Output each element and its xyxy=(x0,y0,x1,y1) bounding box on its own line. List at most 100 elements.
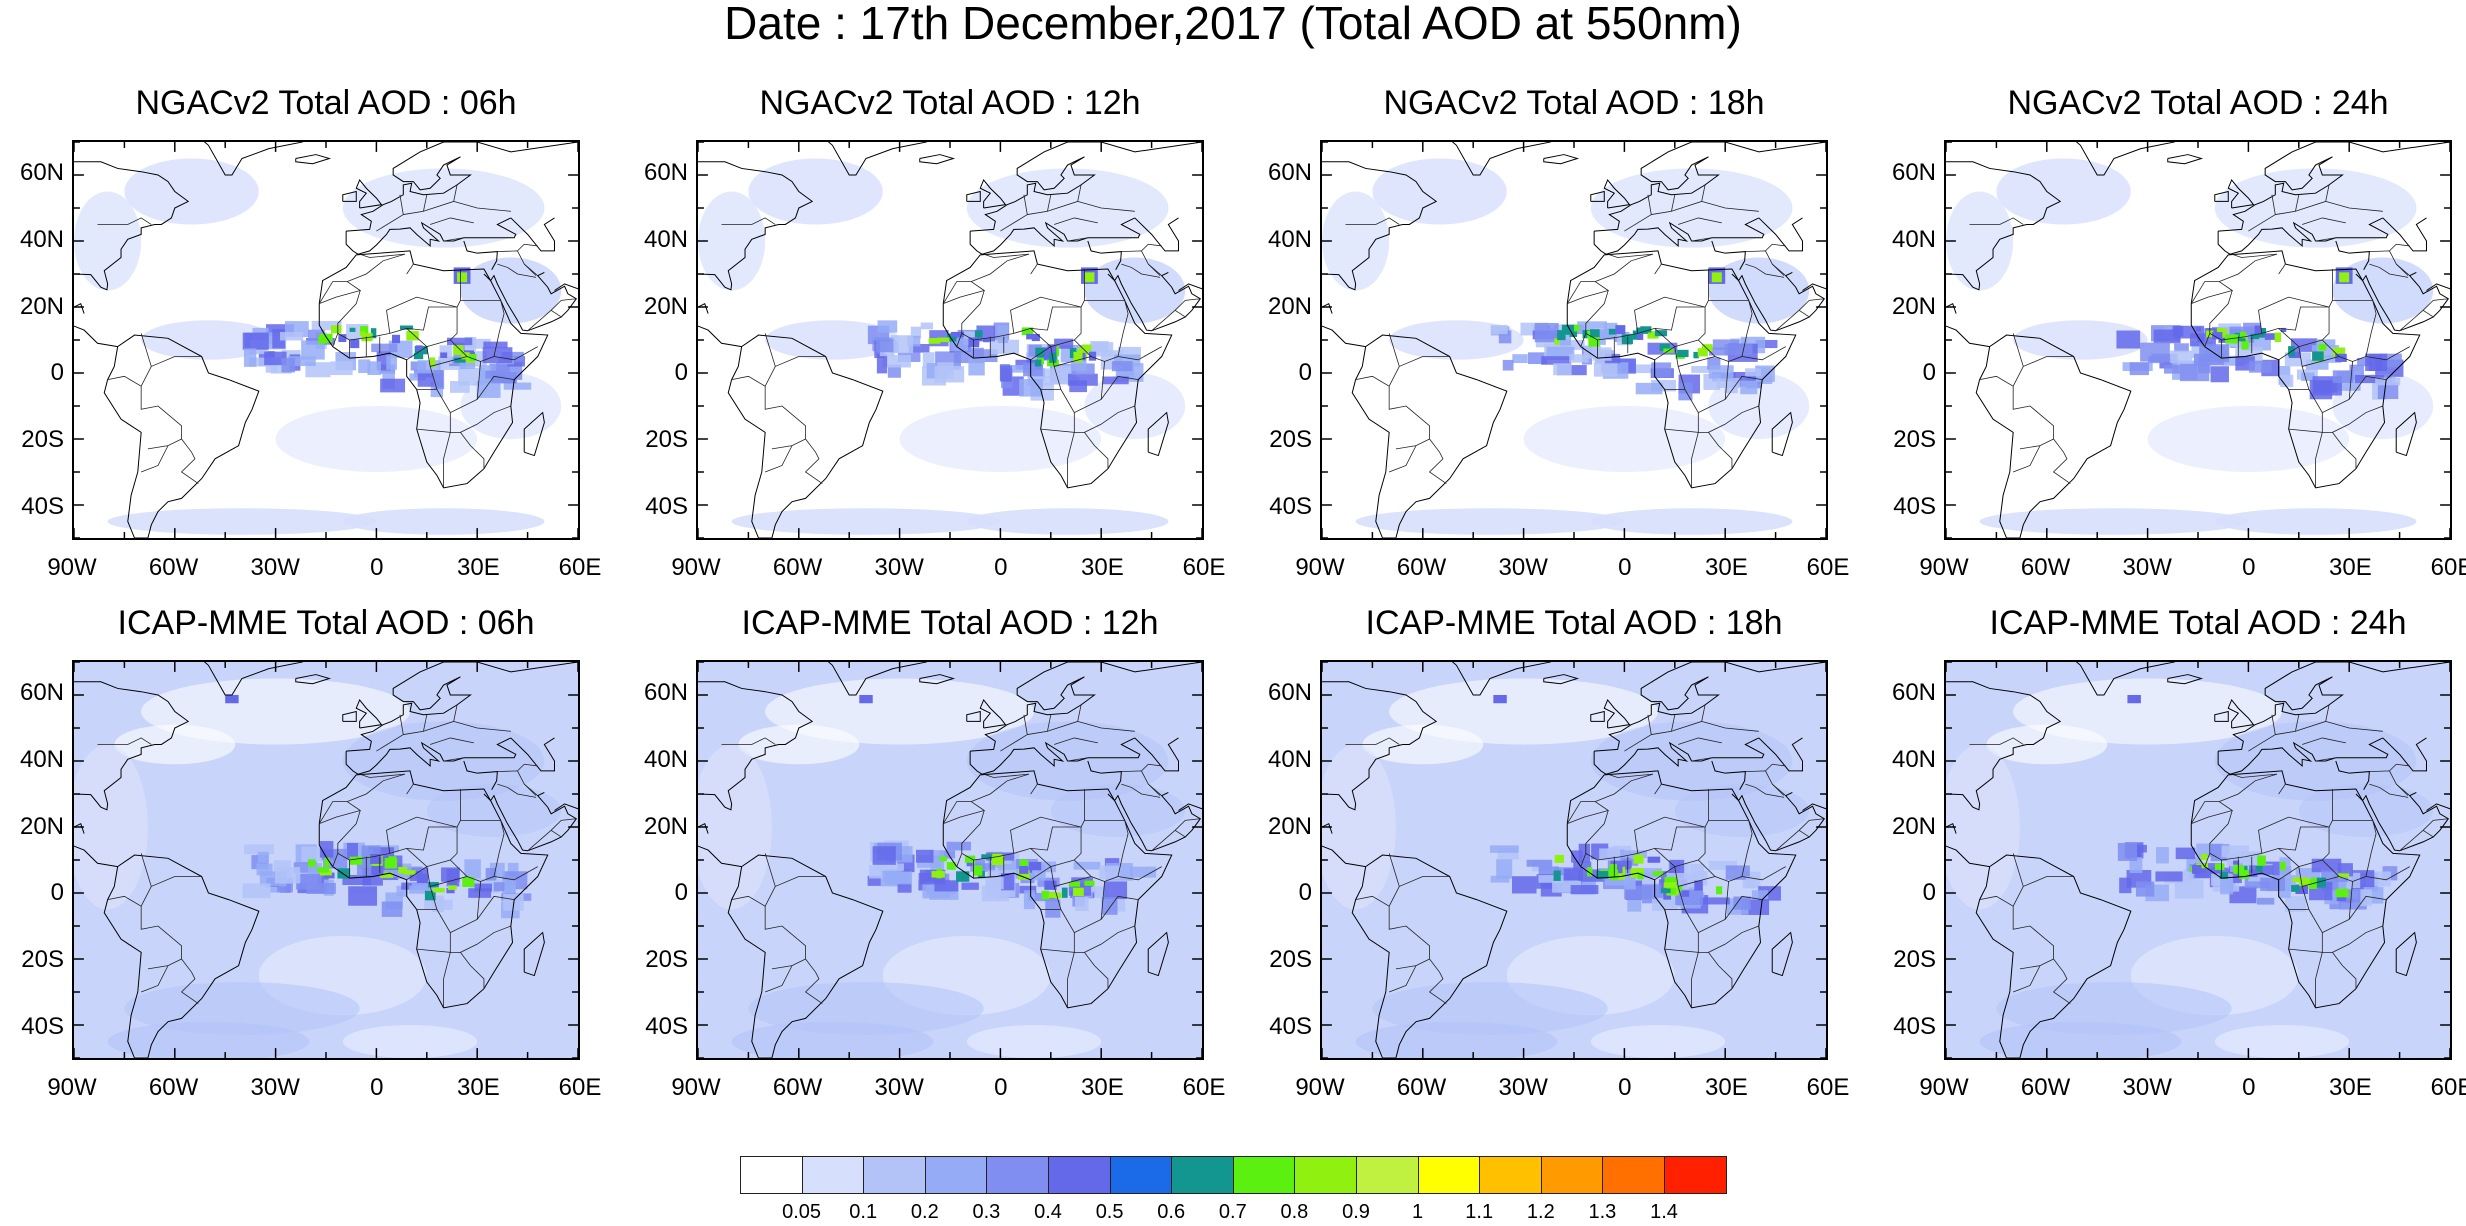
lat-tick-label: 40N xyxy=(1267,226,1312,253)
lat-tick-label: 40S xyxy=(645,492,688,520)
lon-tick-label: 0 xyxy=(2242,554,2256,581)
panel-title: ICAP-MME Total AOD : 24h xyxy=(1989,604,2407,642)
borders-layer xyxy=(698,184,1201,488)
lat-tick-label: 40S xyxy=(1269,1012,1312,1040)
lat-tick-label: 60N xyxy=(1891,679,1936,707)
aod-map xyxy=(1322,142,1826,538)
borders-layer xyxy=(1322,704,1825,1008)
aod-map xyxy=(1946,662,2450,1058)
colorbar-swatch xyxy=(1540,1156,1604,1194)
colorbar-label: 0.4 xyxy=(1034,1201,1062,1223)
map-panel-ngac-06h: NGACv2 Total AOD : 06h 60N 40N 20N 0 20S 40S 90… xyxy=(0,86,660,594)
borders-layer xyxy=(1946,184,2449,488)
tick-marks xyxy=(1946,142,2450,538)
borders-layer xyxy=(74,184,577,488)
lon-tick-label: 90W xyxy=(47,1074,97,1101)
map-frame xyxy=(696,140,1204,540)
coastline-layer xyxy=(1946,142,2450,538)
lon-tick-label: 90W xyxy=(671,1074,721,1101)
map-frame xyxy=(696,660,1204,1060)
lat-tick-label: 20S xyxy=(1269,426,1312,453)
lat-tick-label: 60N xyxy=(1267,159,1312,187)
aod-field-layer xyxy=(1946,662,2450,1058)
map-frame xyxy=(72,140,580,540)
aod-field-layer xyxy=(74,142,578,538)
lon-tick-label: 30W xyxy=(874,554,924,581)
coastline-layer xyxy=(1322,662,1826,1058)
map-frame xyxy=(1320,140,1828,540)
coastline-layer xyxy=(74,662,578,1058)
lon-tick-label: 30E xyxy=(457,1074,500,1101)
lon-tick-label: 0 xyxy=(994,554,1008,581)
panel-title: NGACv2 Total AOD : 06h xyxy=(135,84,517,122)
colorbar-label: 0.5 xyxy=(1095,1201,1124,1223)
aod-field-layer xyxy=(74,662,578,1058)
colorbar-label: 0.6 xyxy=(1157,1201,1186,1223)
lat-tick-label: 40S xyxy=(21,1012,64,1040)
lon-tick-label: 60W xyxy=(148,1074,199,1101)
figure-title: Date : 17th December,2017 (Total AOD at … xyxy=(724,0,1742,49)
lat-tick-label: 0 xyxy=(50,879,64,907)
colorbar-swatch xyxy=(1171,1156,1234,1194)
lat-tick-label: 20S xyxy=(21,426,64,453)
lat-tick-label: 60N xyxy=(19,159,64,187)
panel-title: ICAP-MME Total AOD : 06h xyxy=(117,604,535,642)
coastline-layer xyxy=(74,142,578,538)
colorbar-label: 0.05 xyxy=(782,1201,822,1223)
colorbar-label: 0.2 xyxy=(910,1201,939,1223)
lat-tick-label: 20N xyxy=(1267,812,1312,840)
lon-tick-label: 0 xyxy=(370,554,384,581)
colorbar-swatch xyxy=(1602,1156,1665,1194)
lon-tick-label: 30W xyxy=(250,1074,300,1101)
borders-layer xyxy=(74,704,577,1008)
panel-title: NGACv2 Total AOD : 12h xyxy=(759,84,1141,122)
tick-marks xyxy=(74,662,578,1058)
lon-tick-label: 60E xyxy=(1182,1074,1226,1101)
lat-tick-label: 20N xyxy=(643,292,688,320)
coastline-layer xyxy=(698,662,1202,1058)
tick-marks xyxy=(1946,662,2450,1058)
colorbar-swatch xyxy=(986,1156,1049,1194)
colorbar-swatch xyxy=(863,1156,926,1194)
lat-tick-label: 40N xyxy=(1891,746,1936,773)
lon-tick-label: 30W xyxy=(1498,1074,1548,1101)
lon-tick-label: 60W xyxy=(148,554,199,581)
lon-tick-label: 30W xyxy=(250,554,300,581)
lat-tick-label: 0 xyxy=(1922,879,1936,907)
borders-layer xyxy=(1322,184,1825,488)
aod-field-layer xyxy=(1322,662,1826,1058)
lat-tick-label: 40N xyxy=(19,746,64,773)
aod-field-layer xyxy=(698,142,1202,538)
lon-tick-label: 0 xyxy=(2242,1074,2256,1101)
lon-tick-label: 60W xyxy=(2020,1074,2071,1101)
lat-tick-label: 60N xyxy=(19,679,64,707)
lon-tick-label: 30W xyxy=(2122,1074,2172,1101)
lat-tick-label: 20N xyxy=(643,812,688,840)
aod-map xyxy=(1946,142,2450,538)
colorbar-label: 1.2 xyxy=(1526,1201,1555,1223)
panel-title: NGACv2 Total AOD : 18h xyxy=(1383,84,1765,122)
lat-tick-label: 0 xyxy=(674,879,688,907)
aod-field-layer xyxy=(1322,142,1826,538)
lat-tick-label: 40S xyxy=(21,492,64,520)
lat-tick-label: 40N xyxy=(1267,746,1312,773)
lat-tick-label: 40S xyxy=(645,1012,688,1040)
colorbar-swatch xyxy=(1356,1156,1419,1194)
lat-tick-label: 0 xyxy=(1298,879,1312,907)
lat-tick-label: 60N xyxy=(643,159,688,187)
lon-tick-label: 0 xyxy=(370,1074,384,1101)
map-frame xyxy=(1944,140,2452,540)
lat-tick-label: 0 xyxy=(50,359,64,387)
lat-tick-label: 0 xyxy=(1298,359,1312,387)
lat-tick-label: 40N xyxy=(643,226,688,253)
colorbar-swatch xyxy=(1048,1156,1111,1194)
tick-marks xyxy=(1322,142,1826,538)
coastline-layer xyxy=(698,142,1202,538)
coastline-layer xyxy=(1946,662,2450,1058)
lat-tick-label: 60N xyxy=(643,679,688,707)
lon-tick-label: 60E xyxy=(1806,1074,1850,1101)
map-panel-ngac-18h: NGACv2 Total AOD : 18h 60N 40N 20N 0 20S 40S 90… xyxy=(1240,86,1908,594)
lon-tick-label: 90W xyxy=(1295,1074,1345,1101)
map-frame xyxy=(1944,660,2452,1060)
colorbar-swatch xyxy=(740,1156,803,1194)
